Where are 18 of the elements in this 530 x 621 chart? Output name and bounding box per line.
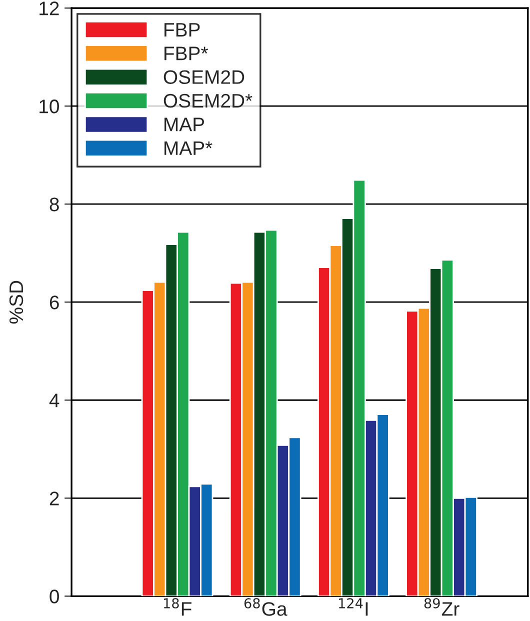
y-tick-label: 12 [40,2,59,16]
legend-label: FBP [164,23,200,36]
x-tick-label: $^{124}$I [338,598,368,616]
y-tick-label: 8 [50,198,59,212]
x-tick-label: $^{68}$Ga [244,598,288,616]
y-axis-title: %SD [9,280,24,324]
y-tick-label: 0 [50,590,59,604]
y-tick-label: 4 [49,394,60,408]
legend-label: OSEM2D* [164,94,252,108]
legend-label: MAP* [164,141,212,155]
legend-label: OSEM2D [164,70,244,84]
y-tick-label: 10 [40,100,59,114]
legend-label: FBP* [164,46,208,60]
y-tick-label: 2 [50,492,59,506]
x-tick-label: $^{89}$Zr [424,598,460,616]
legend-label: MAP [164,118,204,132]
y-tick-label: 6 [50,296,59,310]
x-tick-label: $^{18}$F [164,598,192,616]
